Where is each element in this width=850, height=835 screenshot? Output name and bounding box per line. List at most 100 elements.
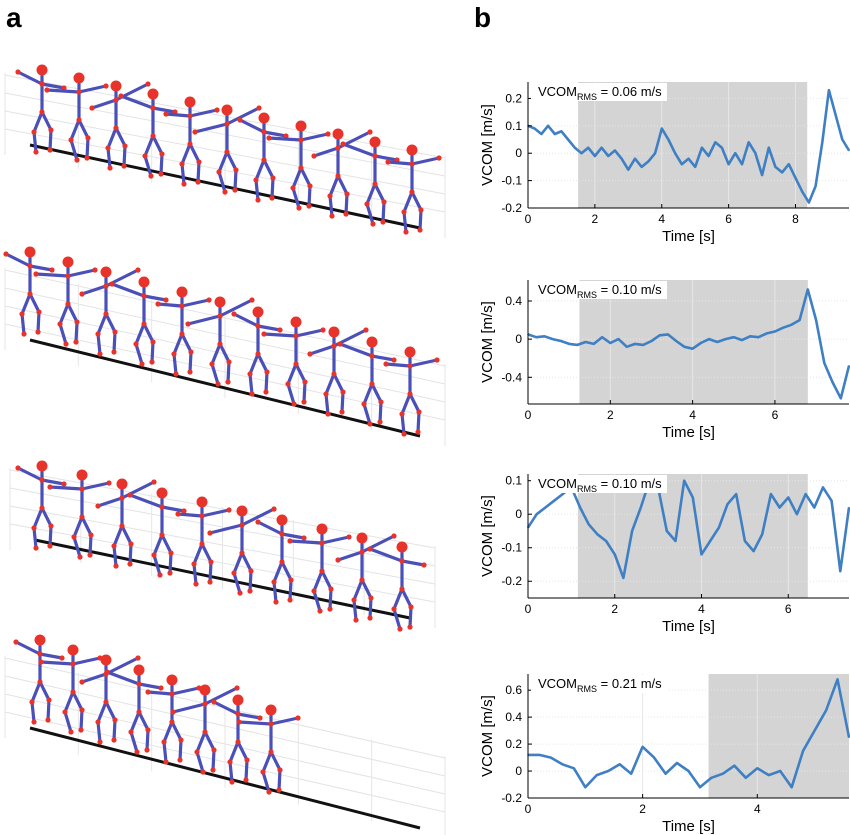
joint-marker: [298, 137, 304, 143]
head-marker: [316, 523, 328, 535]
limb-segment: [120, 524, 133, 546]
vcom-data-point: [814, 185, 817, 187]
limb-segment: [193, 122, 229, 134]
limb-segment: [195, 750, 205, 774]
joint-marker: [417, 227, 423, 233]
head-marker: [62, 256, 74, 268]
limb-segment: [328, 587, 333, 611]
joint-marker: [253, 177, 259, 183]
y-tick-label: 0.4: [505, 710, 522, 724]
joint-marker: [226, 507, 232, 513]
joint-marker: [255, 197, 261, 203]
limb-segment: [254, 158, 266, 182]
joint-marker: [229, 779, 235, 785]
vcom-data-point: [823, 362, 826, 364]
limb-segment: [270, 176, 275, 200]
joint-marker: [408, 604, 414, 610]
joint-marker: [57, 321, 63, 327]
vcom-data-point: [640, 166, 643, 168]
joint-marker: [150, 105, 156, 111]
limb-segment: [288, 578, 293, 602]
limb-segment: [332, 372, 345, 394]
limb-segment: [30, 680, 42, 704]
joint-marker: [65, 273, 71, 279]
x-tick-label: 0: [525, 212, 532, 226]
joint-marker: [151, 552, 157, 558]
vcom-data-point: [596, 533, 599, 536]
limb-segment: [344, 192, 349, 216]
limb-segment: [180, 142, 192, 166]
vcom-data-point: [540, 133, 543, 135]
joint-marker: [206, 297, 212, 303]
joint-marker: [31, 719, 37, 725]
limb-segment: [151, 106, 177, 114]
joint-marker: [372, 153, 378, 159]
vcom-data-point: [831, 381, 834, 383]
limb-segment: [104, 312, 117, 334]
vcom-data-point: [627, 168, 630, 171]
joint-marker: [257, 715, 263, 721]
joint-marker: [225, 379, 231, 385]
limb-segment: [45, 88, 81, 94]
head-marker: [100, 266, 112, 278]
vcom-data-point: [767, 146, 770, 149]
joint-marker: [48, 127, 54, 133]
limb-segment: [370, 354, 396, 362]
limb-segment: [69, 118, 81, 142]
vcom-data-point: [654, 152, 656, 155]
joint-marker: [179, 331, 185, 337]
joint-marker: [134, 749, 140, 755]
limb-segment: [162, 720, 174, 744]
limb-segment: [402, 190, 414, 214]
joint-marker: [128, 541, 134, 547]
limb-segment: [96, 700, 108, 724]
limb-segment: [236, 712, 262, 720]
vcom-data-point: [666, 530, 668, 532]
vcom-rms-annotation: VCOMRMS = 0.10 m/s: [538, 476, 662, 494]
joint-marker: [141, 293, 147, 299]
joint-marker: [279, 531, 285, 537]
joint-marker: [208, 559, 214, 565]
stick-figure-row-4: [4, 634, 446, 835]
limb-segment: [186, 314, 222, 326]
joint-marker: [109, 281, 115, 287]
joint-marker: [106, 480, 112, 486]
vcom-data-point: [747, 141, 750, 144]
joint-marker: [191, 561, 197, 567]
limb-segment: [264, 370, 269, 394]
limb-segment: [48, 524, 53, 548]
limb-segment: [217, 170, 227, 194]
limb-segment: [162, 740, 168, 764]
joint-marker: [133, 341, 139, 347]
y-tick-label: 0.1: [505, 474, 522, 488]
vcom-data-point: [848, 149, 850, 152]
limb-segment: [85, 136, 90, 160]
limb-segment: [392, 607, 402, 631]
joint-marker: [381, 199, 387, 205]
annotation-box: [531, 281, 667, 299]
joint-marker: [76, 89, 82, 95]
stick-figure: [383, 346, 440, 437]
joint-marker: [236, 719, 242, 725]
joint-marker: [79, 679, 85, 685]
joint-marker: [149, 359, 155, 365]
head-marker: [332, 128, 344, 140]
head-marker: [328, 326, 340, 338]
vcom-data-point: [794, 177, 797, 179]
limb-segment: [240, 551, 253, 573]
limb-segment: [360, 578, 373, 600]
beam-line: [34, 538, 411, 620]
y-axis-label: VCOM [m/s]: [479, 301, 496, 383]
joint-marker: [127, 492, 133, 498]
limb-segment: [164, 112, 192, 118]
limb-segment: [291, 186, 301, 210]
vcom-data-point: [538, 754, 541, 756]
limb-segment: [381, 200, 386, 224]
joint-marker: [79, 514, 85, 520]
joint-marker: [266, 789, 272, 795]
limb-segment: [336, 550, 364, 562]
joint-marker: [158, 685, 164, 691]
y-tick-label: 0: [515, 764, 522, 778]
limb-segment: [145, 728, 150, 752]
